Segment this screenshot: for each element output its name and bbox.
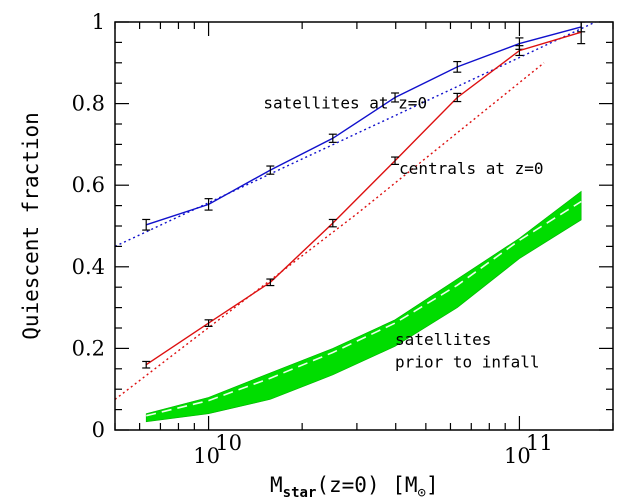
error-bar-0-3 (328, 133, 337, 143)
error-bar-1-0 (142, 360, 151, 369)
y-tick-label: 0 (92, 418, 105, 442)
x-label-rest: (z=0) [M (316, 473, 417, 497)
annotation-3: prior to infall (395, 353, 540, 372)
fit-line-0 (115, 22, 598, 248)
y-axis-label: Quiescent fraction (19, 112, 43, 340)
infall-band-area (145, 190, 582, 423)
y-tick-label: 0.2 (72, 336, 105, 360)
error-bar-0-5 (453, 60, 462, 73)
fit-line-1 (115, 62, 545, 400)
error-bar-0-4 (391, 92, 400, 103)
y-tick-label: 0.8 (72, 92, 105, 116)
annotation-1: centrals at z=0 (399, 159, 544, 178)
y-tick-label: 0.6 (72, 173, 105, 197)
error-bar-1-2 (266, 278, 275, 287)
error-bar-0-1 (204, 198, 213, 211)
x-label-subscript: star (283, 485, 317, 501)
y-tick-label: 0.4 (72, 255, 105, 279)
x-tick-exponent: 11 (526, 431, 553, 455)
error-bar-1-6 (515, 45, 524, 57)
infall-band-dashed-line (146, 200, 582, 417)
y-tick-label: 1 (92, 10, 105, 34)
series-line-0 (145, 26, 582, 226)
annotation-0: satellites at z=0 (263, 94, 427, 113)
x-tick-label: 10 (504, 444, 531, 468)
error-bar-0-0 (142, 218, 151, 231)
x-tick-exponent: 10 (215, 431, 242, 455)
x-label-close: ] (426, 473, 439, 497)
x-label-sun-symbol: ⊙ (418, 485, 427, 501)
error-bar-1-3 (328, 218, 337, 228)
x-axis-label: Mstar(z=0) [M⊙] (270, 473, 439, 501)
series-line-1 (145, 31, 582, 366)
error-bar-1-5 (453, 92, 462, 103)
annotation-2: satellites (395, 330, 491, 349)
error-bar-1-4 (391, 156, 400, 165)
error-bar-1-7 (577, 22, 586, 45)
x-tick-label: 10 (193, 444, 220, 468)
x-label-main: M (270, 473, 283, 497)
error-bar-1-1 (204, 319, 213, 327)
error-bar-0-2 (266, 165, 275, 175)
